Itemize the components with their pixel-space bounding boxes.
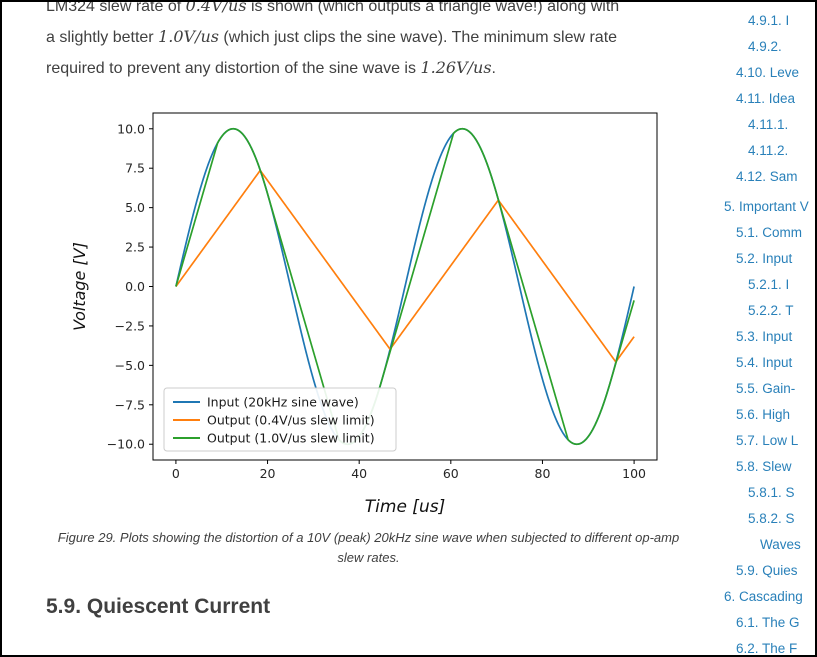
toc-sidebar: 4.9.1. I 4.9.2. 4.10. Leve 4.11. Idea 4.11.… — [698, 8, 815, 655]
toc-link[interactable]: 4.9.1. I — [748, 13, 790, 28]
svg-text:−2.5: −2.5 — [114, 318, 144, 333]
svg-text:2.5: 2.5 — [125, 240, 145, 255]
toc-link[interactable]: 5. Important V — [724, 199, 809, 214]
toc-link[interactable]: 5.2. Input — [736, 251, 793, 266]
toc-link[interactable]: 5.1. Comm — [736, 225, 803, 240]
toc-link[interactable]: 5.8. Slew — [736, 459, 792, 474]
svg-text:Output (1.0V/us slew limit): Output (1.0V/us slew limit) — [207, 431, 375, 446]
toc-link[interactable]: 6.2. The F — [736, 641, 798, 655]
svg-text:60: 60 — [442, 466, 458, 481]
toc-link[interactable]: 5.5. Gain- — [736, 381, 796, 396]
toc-link[interactable]: 5.4. Input — [736, 355, 793, 370]
text-span: . — [491, 60, 496, 77]
intro-line-1: LM324 slew rate of 0.4V/us is shown (whi… — [46, 0, 691, 22]
intro-paragraph: LM324 slew rate of 0.4V/us is shown (whi… — [46, 0, 691, 84]
toc-link[interactable]: 6.1. The G — [736, 615, 800, 630]
toc-link[interactable]: 5.2.1. I — [748, 277, 790, 292]
toc-link[interactable]: 5.8.1. S — [748, 485, 795, 500]
svg-text:7.5: 7.5 — [125, 161, 145, 176]
toc-link[interactable]: 5.3. Input — [736, 329, 793, 344]
toc-list: 4.9.1. I 4.9.2. 4.10. Leve 4.11. Idea 4.11.… — [698, 8, 815, 655]
math-text: 1.0V/us — [158, 27, 219, 46]
text-span: required to prevent any distortion of th… — [46, 60, 421, 77]
toc-link[interactable]: 5.2.2. T — [748, 303, 794, 318]
svg-text:Voltage [V]: Voltage [V] — [70, 242, 89, 331]
toc-link[interactable]: 5.8.2. S — [748, 511, 795, 526]
text-span: LM324 slew rate of — [46, 0, 186, 15]
toc-link[interactable]: 4.10. Leve — [736, 65, 800, 80]
toc-link[interactable]: Waves — [760, 537, 801, 552]
svg-text:10.0: 10.0 — [117, 121, 145, 136]
svg-text:−10.0: −10.0 — [106, 437, 144, 452]
text-span: is shown (which outputs a triangle wave!… — [246, 0, 620, 15]
svg-text:−5.0: −5.0 — [114, 358, 144, 373]
math-text: 0.4V/us — [185, 0, 247, 15]
toc-link[interactable]: 4.12. Sam — [736, 169, 798, 184]
text-span: a slightly better — [46, 29, 159, 46]
toc-link[interactable]: 6. Cascading — [724, 589, 803, 604]
svg-text:Time [us]: Time [us] — [364, 497, 444, 517]
toc-link[interactable]: 4.11.2. — [748, 143, 789, 158]
slew-rate-chart: 0 20 40 60 80 100 −10.0 −7.5 −5.0 −2.5 0.0 2.5 5.0 7.… — [70, 112, 657, 517]
body-paragraph: The quiescent current (current with no l… — [46, 650, 691, 655]
svg-text:0.0: 0.0 — [125, 279, 145, 294]
main-content: LM324 slew rate of 0.4V/us is shown (whi… — [46, 0, 691, 655]
toc-link[interactable]: 4.11. Idea — [736, 91, 796, 106]
toc-link[interactable]: 5.9. Quies — [736, 563, 798, 578]
intro-line-2: a slightly better 1.0V/us (which just cl… — [46, 22, 691, 53]
svg-text:80: 80 — [534, 466, 550, 481]
svg-text:20: 20 — [259, 466, 275, 481]
svg-text:5.0: 5.0 — [125, 200, 145, 215]
svg-text:−7.5: −7.5 — [114, 397, 144, 412]
math-text: 1.26V/us — [420, 58, 492, 77]
svg-text:0: 0 — [171, 466, 179, 481]
svg-text:Output (0.4V/us slew limit): Output (0.4V/us slew limit) — [207, 413, 375, 428]
svg-text:100: 100 — [622, 466, 646, 481]
toc-link[interactable]: 4.11.1. — [748, 117, 789, 132]
figure-caption: Figure 29. Plots showing the distortion … — [57, 530, 680, 565]
toc-link[interactable]: 5.6. High — [736, 407, 791, 422]
svg-text:40: 40 — [351, 466, 367, 481]
toc-link[interactable]: 5.7. Low L — [736, 433, 799, 448]
section-heading: 5.9. Quiescent Current — [46, 595, 271, 618]
svg-text:Input (20kHz sine wave): Input (20kHz sine wave) — [207, 395, 359, 410]
figure-29: 0 20 40 60 80 100 −10.0 −7.5 −5.0 −2.5 0.0 2.5 5.0 7.… — [46, 98, 691, 568]
intro-line-3: required to prevent any distortion of th… — [46, 53, 691, 84]
toc-link[interactable]: 4.9.2. — [748, 39, 782, 54]
text-span: (which just clips the sine wave). The mi… — [218, 29, 618, 46]
